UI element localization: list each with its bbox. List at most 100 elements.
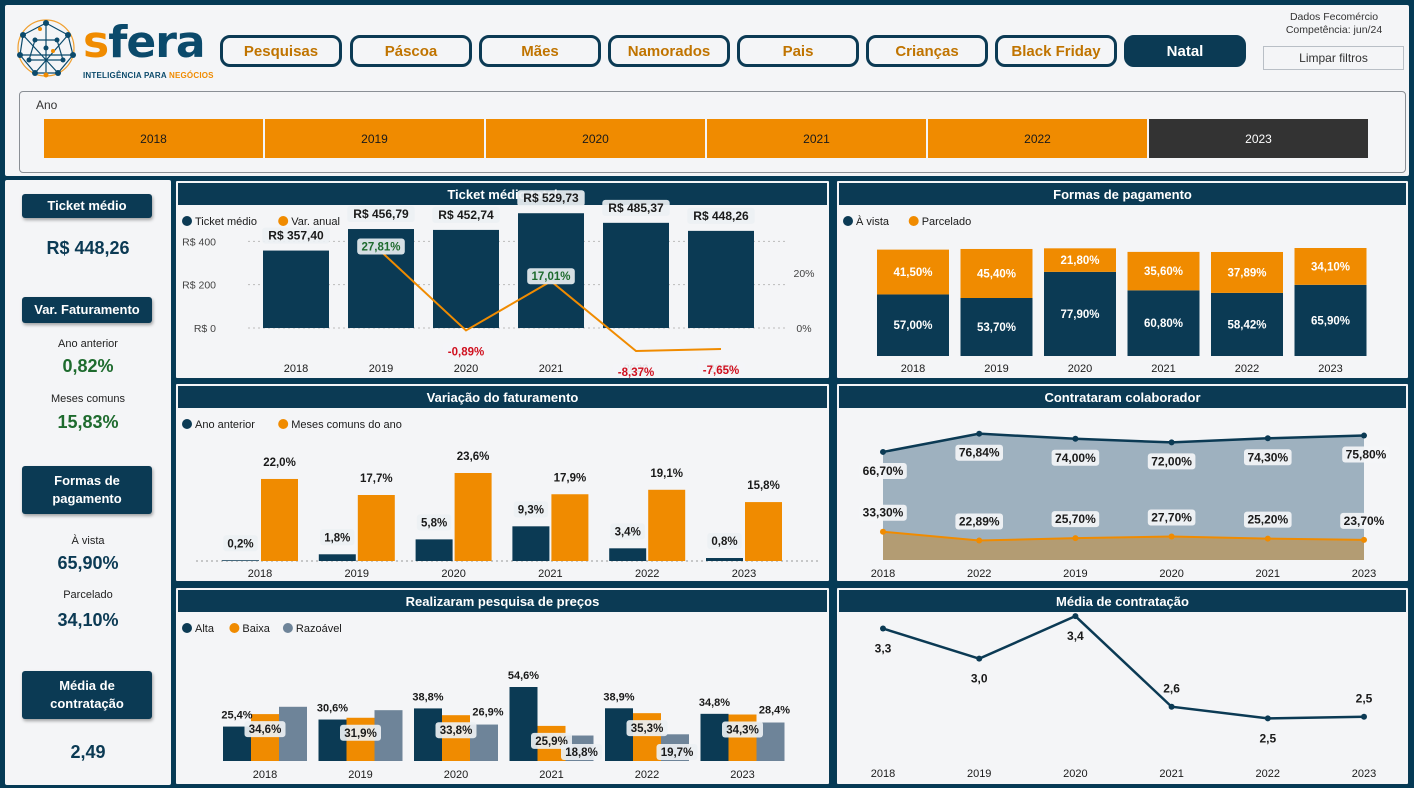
pay-label-inst: 34,10% — [1311, 261, 1350, 273]
hired-point-yes — [976, 430, 983, 437]
pay-x-tick: 2018 — [901, 363, 925, 375]
kpi-pay-inst-value: 34,10% — [57, 610, 119, 630]
nav-pascoa[interactable]: Páscoa — [350, 35, 472, 67]
rev-bar-prev — [512, 526, 550, 561]
ticket-y-tick: R$ 200 — [182, 280, 216, 292]
hired-x-tick: 2019 — [1063, 568, 1087, 580]
hired-point-yes — [880, 448, 886, 455]
res-legend-label: Baixa — [242, 623, 270, 635]
hired-point-yes — [1168, 439, 1175, 446]
rev-label-prev-bg — [416, 514, 452, 531]
research-chart: Alta Baixa Razoável 25,4% 34,6% 2018 30,6% 31,9… — [182, 623, 790, 781]
pay-x-tick: 2020 — [1068, 363, 1092, 375]
ticket-var-label: -8,37% — [618, 367, 654, 379]
hired-x-tick: 2020 — [1159, 568, 1183, 580]
year-2023[interactable]: 2023 — [1149, 119, 1368, 158]
res-label-baixa: 34,3% — [726, 725, 759, 737]
year-2018[interactable]: 2018 — [44, 119, 263, 158]
hired-x-tick: 2018 — [871, 568, 895, 580]
ticket-var-label-bg — [527, 268, 575, 285]
hired-x-tick: 2023 — [1352, 568, 1376, 580]
hired-label-no: 25,70% — [1055, 512, 1096, 526]
avg-point — [1168, 703, 1175, 710]
avg-point — [880, 625, 886, 632]
ticket-bar-label: R$ 456,79 — [353, 207, 409, 221]
ticket-bar — [688, 230, 754, 328]
ticket-bar-label-bg — [432, 206, 500, 223]
rev-label-common: 17,9% — [554, 472, 587, 484]
kpi-ticket-value: R$ 448,26 — [46, 238, 130, 258]
nav-pais[interactable]: Pais — [737, 35, 859, 67]
nav-pesquisas[interactable]: Pesquisas — [220, 35, 342, 67]
pay-bar-cash — [960, 298, 1033, 356]
hired-area-yes — [883, 433, 1364, 560]
hired-label-no-bg — [955, 513, 1003, 530]
panel-hired: Contrataram colaborador 66,70% 33,30% 2018… — [836, 383, 1409, 582]
rev-legend-dot — [278, 419, 289, 429]
res-x-tick: 2018 — [253, 769, 277, 781]
rev-legend-label: Ano anterior — [195, 419, 255, 431]
ticket-legend-label: Var. anual — [291, 216, 340, 228]
year-slicer-label: Ano — [36, 98, 58, 112]
clear-filters-button[interactable]: Limpar filtros — [1263, 46, 1404, 70]
rev-bar-common — [454, 473, 492, 561]
year-2022[interactable]: 2022 — [928, 119, 1147, 158]
ticket-x-tick: 2021 — [539, 363, 563, 375]
nav-criancas[interactable]: Crianças — [866, 35, 988, 67]
pay-x-tick: 2023 — [1318, 363, 1342, 375]
res-label-alta: 34,8% — [699, 697, 730, 709]
res-label-baixa-bg — [531, 732, 572, 749]
res-bar-alta — [509, 687, 538, 761]
hired-point-no — [1072, 535, 1079, 542]
res-label-baixa-bg — [435, 722, 477, 739]
res-x-tick: 2022 — [635, 769, 659, 781]
rev-bar-common — [357, 495, 395, 561]
kpi-fat-title: Var. Faturamento — [22, 297, 152, 323]
pay-x-tick: 2022 — [1235, 363, 1259, 375]
source-label: Dados Fecomércio — [1289, 11, 1379, 23]
pay-label-cash: 65,90% — [1311, 315, 1350, 327]
year-2021[interactable]: 2021 — [707, 119, 926, 158]
panel-research: Realizaram pesquisa de preços Alta Baixa R… — [175, 587, 830, 785]
hired-label-yes: 74,30% — [1247, 450, 1288, 464]
avg-x-tick: 2019 — [967, 768, 991, 780]
rev-label-prev: 5,8% — [421, 517, 447, 529]
rev-label-common: 22,0% — [263, 457, 296, 469]
res-label-razoavel-bg — [656, 744, 698, 760]
pay-label-inst: 21,80% — [1060, 255, 1099, 267]
hired-label-yes-bg — [1147, 453, 1196, 470]
rev-label-common: 23,6% — [457, 451, 490, 463]
hired-label-yes: 76,84% — [959, 446, 1000, 460]
rev-label-prev-bg — [223, 535, 258, 552]
hired-label-no-bg — [1340, 512, 1388, 529]
year-2020[interactable]: 2020 — [486, 119, 705, 158]
pay-label-inst: 41,50% — [893, 267, 932, 279]
kpi-hire-title: Média de contratação — [22, 671, 152, 719]
rev-label-common: 19,1% — [650, 468, 683, 480]
res-label-alta: 38,8% — [412, 691, 443, 703]
hired-label-no: 23,70% — [1344, 514, 1385, 528]
ticket-var-label: -7,65% — [703, 365, 739, 377]
hired-point-yes — [1361, 432, 1367, 439]
pay-x-tick: 2019 — [984, 363, 1008, 375]
year-slicer: Ano 2018 2019 2020 2021 2022 2023 — [19, 91, 1406, 173]
avg-label: 3,0 — [971, 672, 988, 686]
kpi-fat-common-value: 15,83% — [57, 412, 119, 432]
res-bar-baixa — [728, 714, 757, 761]
pay-bar-cash — [1044, 271, 1116, 356]
ticket-chart: Ticket médio Var. anual R$ 400 R$ 200 R$ 0 20… — [182, 190, 815, 379]
nav-natal[interactable]: Natal — [1124, 35, 1246, 67]
nav-black-friday[interactable]: Black Friday — [995, 35, 1117, 67]
ticket-bar — [263, 250, 329, 328]
res-x-tick: 2023 — [730, 769, 754, 781]
nav-maes[interactable]: Mães — [479, 35, 601, 67]
pay-bar-inst — [877, 249, 949, 295]
res-legend-dot — [182, 623, 192, 633]
avg-label: 2,5 — [1356, 692, 1373, 706]
year-2019[interactable]: 2019 — [265, 119, 484, 158]
avg-point — [976, 655, 983, 662]
rev-label-prev-bg — [513, 501, 549, 518]
ticket-x-tick: 2020 — [454, 363, 478, 375]
hired-x-tick: 2022 — [967, 568, 991, 580]
nav-namorados[interactable]: Namorados — [608, 35, 730, 67]
